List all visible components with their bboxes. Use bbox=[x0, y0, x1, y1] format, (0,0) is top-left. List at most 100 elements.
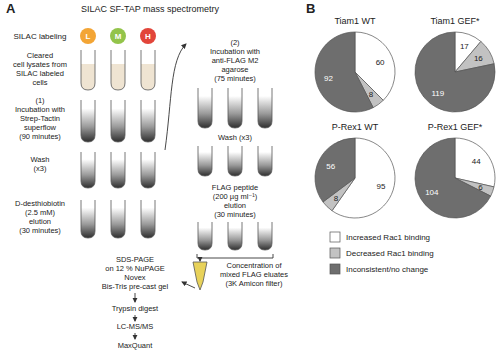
tube-content bbox=[258, 228, 272, 250]
legend-swatch bbox=[330, 264, 340, 274]
tube bbox=[111, 100, 125, 142]
tube bbox=[198, 146, 212, 176]
label: (30 minutes) bbox=[214, 210, 256, 219]
legend: Increased Rac1 binding Decreased Rac1 bin… bbox=[330, 232, 434, 274]
label: (30 minutes) bbox=[19, 226, 61, 235]
arrow bbox=[135, 333, 136, 339]
figure: ASILAC SF-TAP mass spectrometrySILAC lab… bbox=[0, 0, 500, 353]
data-label: 92 bbox=[324, 74, 333, 83]
label: on 12 % NuPAGE bbox=[105, 264, 164, 273]
label: Bis-Tris pre-cast gel bbox=[102, 282, 169, 291]
channel-letter: M bbox=[115, 32, 122, 41]
label: Wash (x3) bbox=[218, 133, 252, 142]
label: SDS-PAGE bbox=[116, 255, 154, 264]
label: elution bbox=[224, 201, 246, 210]
legend-label: Inconsistent/no change bbox=[346, 265, 429, 274]
tube bbox=[111, 152, 125, 188]
label: SILAC labeled bbox=[16, 69, 64, 78]
label: FLAG peptide bbox=[212, 183, 258, 192]
data-label: 56 bbox=[326, 162, 335, 171]
label: (2) bbox=[230, 38, 240, 47]
tube bbox=[198, 222, 212, 250]
pie-chart: Tiam1 GEF*1716119 bbox=[415, 16, 495, 112]
label: (75 minutes) bbox=[214, 74, 256, 83]
tube-content bbox=[111, 108, 125, 142]
label: (3K Amicon filter) bbox=[225, 279, 283, 288]
tube bbox=[141, 200, 155, 238]
pie-slice bbox=[315, 138, 355, 202]
label: Novex bbox=[124, 273, 146, 282]
panel-label: B bbox=[306, 1, 315, 16]
arrow bbox=[182, 282, 195, 288]
data-label: 16 bbox=[474, 54, 483, 63]
tube-content bbox=[228, 228, 242, 250]
silac-channel bbox=[140, 28, 156, 44]
tube bbox=[228, 222, 242, 250]
bracket bbox=[197, 254, 273, 258]
legend-label: Decreased Rac1 binding bbox=[346, 249, 434, 258]
tube-content bbox=[111, 208, 125, 238]
arrow bbox=[135, 293, 136, 302]
label: (x3) bbox=[34, 164, 47, 173]
tube-content bbox=[111, 64, 125, 90]
label: Trypsin digest bbox=[112, 304, 159, 313]
tube bbox=[81, 100, 95, 142]
tube bbox=[258, 222, 272, 250]
tube bbox=[198, 88, 212, 128]
tube bbox=[228, 88, 242, 128]
channel-letter: L bbox=[86, 32, 91, 41]
data-label: 104 bbox=[425, 188, 439, 197]
data-label: 119 bbox=[431, 89, 444, 98]
data-label: 95 bbox=[376, 182, 385, 191]
tube-content bbox=[81, 159, 95, 188]
pie-slice bbox=[415, 32, 495, 112]
label: LC-MS/MS bbox=[117, 322, 154, 331]
tube-content bbox=[81, 64, 95, 90]
pie-slice bbox=[315, 32, 373, 112]
label: Incubation with bbox=[15, 105, 65, 114]
label: (90 minutes) bbox=[19, 132, 61, 141]
label: SILAC labeling bbox=[14, 32, 67, 41]
tube bbox=[81, 50, 95, 90]
data-label: 8 bbox=[369, 90, 374, 99]
tube-content bbox=[198, 228, 212, 250]
pie-chart: P-Rex1 GEF*446104 bbox=[415, 122, 495, 218]
label: Wash bbox=[31, 155, 50, 164]
label: (1) bbox=[35, 96, 45, 105]
arrow bbox=[135, 315, 136, 321]
tube-content bbox=[228, 152, 242, 176]
label: cell lysates from bbox=[13, 60, 67, 69]
panel-b: BTiam1 WT60892Tiam1 GEF*1716119P-Rex1 WT… bbox=[306, 1, 495, 274]
label: D-desthiobiotin bbox=[15, 199, 65, 208]
chart-title: P-Rex1 GEF* bbox=[428, 122, 483, 132]
data-label: 44 bbox=[472, 157, 481, 166]
label: superflow bbox=[24, 123, 57, 132]
chart-title: P-Rex1 WT bbox=[332, 122, 379, 132]
tube-content bbox=[198, 152, 212, 176]
arrow bbox=[200, 258, 201, 261]
silac-channel bbox=[110, 28, 126, 44]
tube bbox=[258, 88, 272, 128]
tube bbox=[81, 200, 95, 238]
tube bbox=[111, 50, 125, 90]
tube-content bbox=[141, 64, 155, 90]
pie-chart: P-Rex1 WT 95 8 56 bbox=[315, 122, 395, 218]
tube-content bbox=[81, 208, 95, 238]
tube bbox=[111, 200, 125, 238]
pie-chart: Tiam1 WT60892 bbox=[315, 16, 395, 112]
data-label: 17 bbox=[460, 42, 469, 51]
label: (2.5 mM) bbox=[25, 208, 56, 217]
data-label: 8 bbox=[334, 194, 339, 203]
legend-label: Increased Rac1 binding bbox=[346, 233, 430, 242]
tube-content bbox=[141, 208, 155, 238]
label: Cleared bbox=[27, 51, 53, 60]
legend-swatch bbox=[330, 232, 340, 242]
arrow bbox=[165, 44, 186, 150]
label: Concentration of bbox=[226, 261, 282, 270]
label: cells bbox=[32, 78, 47, 87]
chart-title: Tiam1 WT bbox=[334, 16, 376, 26]
tube bbox=[258, 146, 272, 176]
concentrator bbox=[193, 262, 207, 290]
tube-content bbox=[111, 159, 125, 188]
tube-content bbox=[258, 96, 272, 128]
